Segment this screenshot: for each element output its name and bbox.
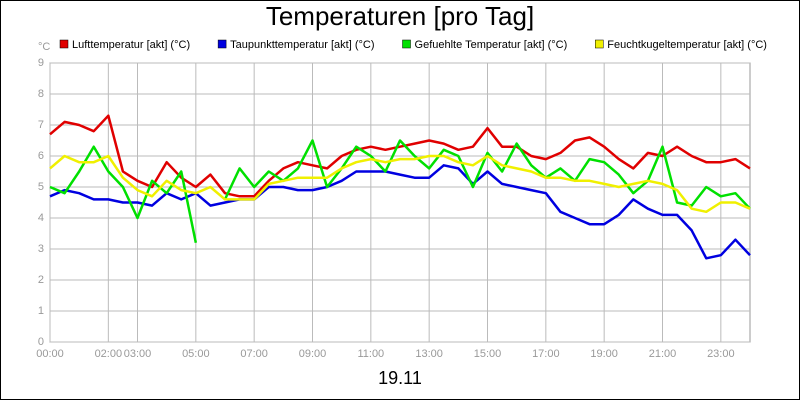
y-tick-label: 6 (38, 150, 44, 162)
x-tick-label: 00:00 (36, 348, 64, 360)
x-tick-label: 03:00 (124, 348, 152, 360)
y-unit: °C (38, 41, 50, 53)
legend-label: Lufttemperatur [akt] (°C) (72, 39, 190, 51)
y-tick-label: 1 (38, 305, 44, 317)
series-line (49, 114, 751, 198)
x-tick-label: 15:00 (474, 348, 502, 360)
legend-swatch (59, 39, 69, 49)
series-line (49, 139, 751, 244)
legend-label: Feuchtkugeltemperatur [akt] (°C) (607, 39, 767, 51)
plot-area (49, 62, 751, 343)
x-tick-label: 23:00 (707, 348, 735, 360)
x-tick-label: 17:00 (532, 348, 560, 360)
x-tick-label: 05:00 (182, 348, 210, 360)
y-tick-label: 3 (38, 243, 44, 255)
legend-swatch (402, 39, 411, 49)
x-axis-label: 19.11 (378, 368, 422, 388)
y-tick-label: 8 (38, 88, 44, 100)
x-tick-label: 19:00 (590, 348, 618, 360)
legend-swatch (595, 39, 604, 49)
y-tick-label: 4 (38, 212, 44, 224)
chart-title: Temperaturen [pro Tag] (266, 1, 534, 31)
x-tick-label: 11:00 (357, 348, 384, 360)
y-tick-label: 9 (38, 57, 44, 69)
x-tick-label: 13:00 (415, 348, 443, 360)
legend-label: Taupunkttemperatur [akt] (°C) (230, 39, 374, 51)
y-tick-label: 7 (38, 119, 44, 131)
x-tick-label: 02:00 (95, 348, 123, 360)
y-tick-label: 2 (38, 274, 44, 286)
x-tick-label: 09:00 (299, 348, 327, 360)
x-tick-label: 21:00 (649, 348, 677, 360)
y-tick-label: 0 (38, 336, 44, 348)
legend-swatch (217, 39, 227, 49)
series-line (49, 154, 751, 214)
x-tick-label: 07:00 (240, 348, 268, 360)
y-tick-label: 5 (38, 181, 44, 193)
legend-label: Gefuehlte Temperatur [akt] (°C) (415, 39, 568, 51)
